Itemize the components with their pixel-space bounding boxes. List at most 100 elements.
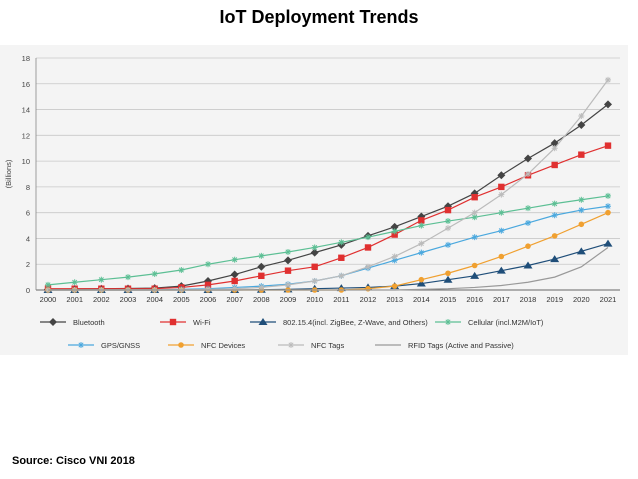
data-point xyxy=(205,286,211,293)
data-point xyxy=(445,218,451,225)
legend-item-3: Cellular (incl.M2M/IoT) xyxy=(435,318,544,327)
data-point xyxy=(258,318,268,325)
series-7 xyxy=(48,246,609,291)
data-point xyxy=(391,283,398,289)
legend-label: 802.15.4(incl. ZigBee, Z-Wave, and Other… xyxy=(283,318,428,327)
data-point xyxy=(125,274,131,281)
y-tick-label: 2 xyxy=(26,260,30,269)
data-point xyxy=(231,277,238,285)
data-point xyxy=(391,253,398,260)
data-point xyxy=(605,209,611,216)
x-tick-label: 2021 xyxy=(600,295,617,304)
data-point xyxy=(416,279,426,287)
legend-label: NFC Devices xyxy=(201,341,245,350)
data-point xyxy=(231,285,238,292)
data-point xyxy=(578,207,585,214)
data-point xyxy=(311,263,318,270)
data-point xyxy=(524,154,532,163)
data-point xyxy=(578,196,585,203)
data-point xyxy=(498,183,505,191)
data-point xyxy=(577,121,586,130)
data-point xyxy=(258,272,265,280)
source-note: Source: Cisco VNI 2018 xyxy=(12,455,135,467)
y-tick-label: 0 xyxy=(26,286,30,295)
x-tick-label: 2006 xyxy=(200,295,217,304)
data-point xyxy=(205,261,211,268)
data-point xyxy=(444,206,452,214)
legend-item-7: RFID Tags (Active and Passive) xyxy=(375,341,514,350)
data-point xyxy=(443,275,453,283)
data-point xyxy=(498,191,505,198)
data-point xyxy=(364,244,372,251)
data-point xyxy=(445,225,451,232)
data-point xyxy=(151,270,158,277)
data-point xyxy=(311,244,318,251)
y-tick-label: 12 xyxy=(22,131,30,140)
y-tick-label: 10 xyxy=(22,157,30,166)
chart-figure: 0 2 4 6 8 10 12 14 16 18 (Billions) 2000 2001 2002 200… xyxy=(0,45,638,355)
series-line xyxy=(48,145,609,290)
data-point xyxy=(551,145,558,152)
legend-item-6: NFC Tags xyxy=(278,341,344,350)
data-point xyxy=(498,209,505,216)
data-point xyxy=(78,342,84,348)
legend-item-1: Wi-Fi xyxy=(160,318,211,327)
legend-label: Wi-Fi xyxy=(193,318,211,327)
data-point xyxy=(178,267,185,274)
data-point xyxy=(284,267,292,274)
legend-label: GPS/GNSS xyxy=(101,341,140,350)
data-point xyxy=(390,222,399,231)
data-point xyxy=(604,142,612,149)
data-point xyxy=(525,171,531,177)
x-tick-label: 2013 xyxy=(386,295,403,304)
data-point xyxy=(603,239,613,247)
data-point xyxy=(578,113,585,119)
data-point xyxy=(471,262,478,269)
data-point xyxy=(98,276,105,283)
data-point xyxy=(445,270,451,277)
data-point xyxy=(525,205,531,212)
data-point xyxy=(550,255,560,263)
data-point xyxy=(578,151,585,158)
data-point xyxy=(471,209,478,216)
data-point xyxy=(311,277,318,284)
x-tick-label: 2005 xyxy=(173,295,190,304)
data-point xyxy=(258,252,265,259)
data-point xyxy=(257,262,266,271)
y-tick-label: 16 xyxy=(22,80,30,89)
x-tick-label: 2009 xyxy=(280,295,297,304)
y-tick-label: 18 xyxy=(22,54,30,63)
data-point xyxy=(497,171,506,180)
data-point xyxy=(525,219,531,226)
x-tick-label: 2019 xyxy=(546,295,563,304)
series-line xyxy=(48,246,609,291)
data-point xyxy=(338,272,345,279)
data-point xyxy=(418,240,425,247)
data-point xyxy=(285,248,291,255)
data-point xyxy=(578,221,585,228)
data-point xyxy=(338,254,345,261)
x-tick-label: 2015 xyxy=(440,295,457,304)
data-point xyxy=(471,214,478,221)
data-point xyxy=(169,318,177,326)
x-tick-label: 2012 xyxy=(360,295,377,304)
data-point xyxy=(576,247,586,255)
x-tick-label: 2010 xyxy=(306,295,323,304)
data-point xyxy=(285,281,291,288)
data-point xyxy=(45,281,51,288)
x-tick-label: 2008 xyxy=(253,295,270,304)
y-tick-label: 4 xyxy=(26,234,30,243)
data-point xyxy=(498,253,505,260)
data-point xyxy=(204,281,212,289)
data-point xyxy=(523,261,533,269)
x-tick-label: 2020 xyxy=(573,295,590,304)
data-point xyxy=(391,231,398,238)
x-tick-label: 2018 xyxy=(520,295,537,304)
data-point xyxy=(288,342,294,348)
line-chart: 0 2 4 6 8 10 12 14 16 18 (Billions) 2000 2001 2002 200… xyxy=(0,45,628,355)
legend-label: Bluetooth xyxy=(73,318,105,327)
legend-item-5: NFC Devices xyxy=(168,341,245,350)
series-line xyxy=(47,195,609,286)
data-point xyxy=(365,234,371,241)
x-tick-label: 2003 xyxy=(120,295,137,304)
